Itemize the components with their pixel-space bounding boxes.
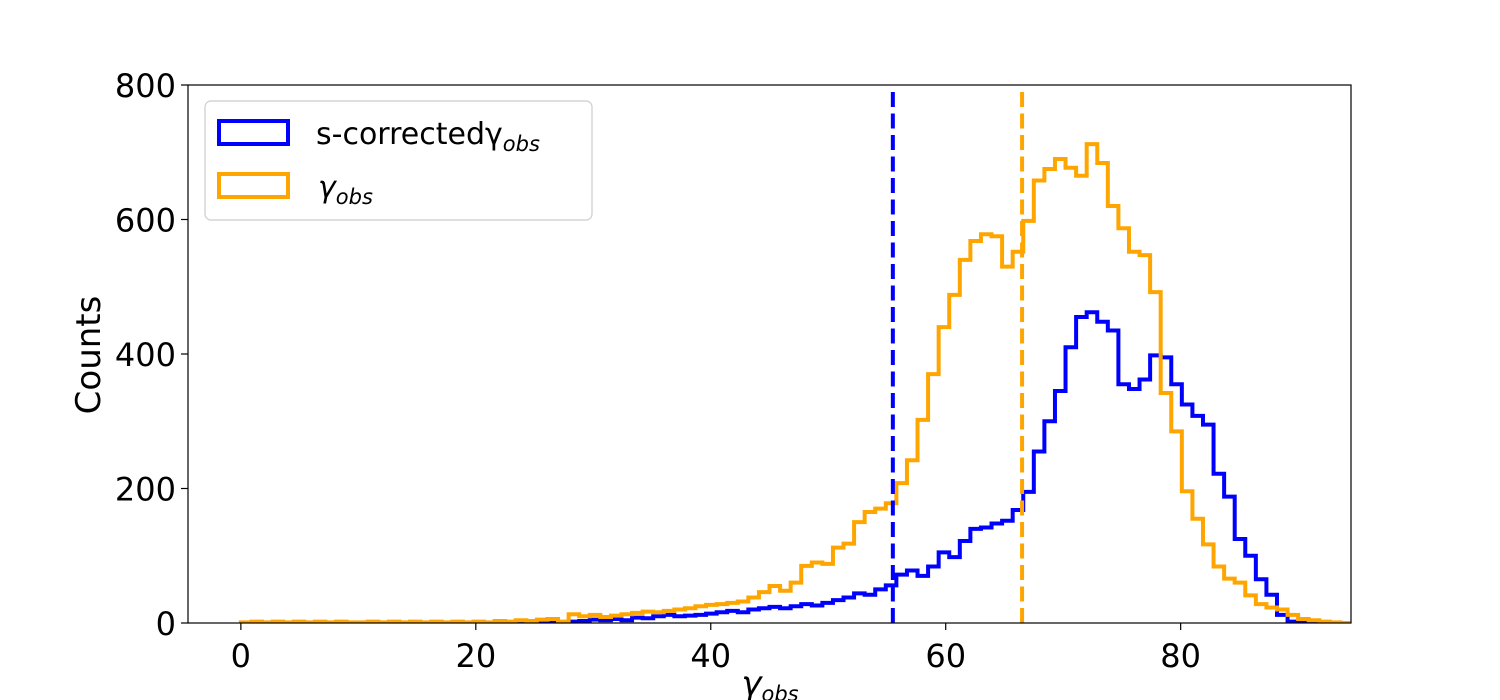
- x-axis-label-subscript: obs: [762, 682, 799, 700]
- legend-frame: [204, 100, 593, 221]
- legend-label-gamma-obs: γobs: [318, 170, 373, 209]
- histogram-series-0: [240, 310, 1351, 623]
- legend-label-gamma-obs-subscript: obs: [336, 185, 373, 209]
- x-tick-label: 80: [1160, 637, 1201, 675]
- y-tick-label: 800: [115, 67, 176, 105]
- x-tick-label: 20: [455, 637, 496, 675]
- histogram-series-1: [238, 142, 1351, 623]
- y-tick-label: 200: [115, 471, 176, 509]
- legend-label-gamma-obs-main: γ: [318, 170, 338, 205]
- legend-label-s-corrected-subscript: obs: [503, 132, 540, 156]
- x-tick-label: 0: [231, 637, 251, 675]
- y-axis-ticks: 0 200 400 600 800: [115, 67, 188, 643]
- legend-swatch-s-corrected: [217, 119, 290, 146]
- legend-label-s-corrected: s-correctedγobs: [316, 117, 540, 156]
- x-axis-ticks: 0 20 40 60 80: [231, 623, 1201, 675]
- x-axis-label-symbol: γ: [741, 664, 763, 700]
- y-tick-label: 400: [115, 336, 176, 374]
- y-tick-label: 600: [115, 202, 176, 240]
- x-tick-label: 40: [690, 637, 731, 675]
- legend-label-s-corrected-main: s-correctedγ: [316, 117, 503, 152]
- y-tick-label: 0: [156, 605, 176, 643]
- legend-swatch-gamma-obs: [217, 172, 290, 199]
- x-tick-label: 60: [925, 637, 966, 675]
- y-axis-label: Counts: [69, 296, 109, 415]
- x-axis-label: γobs: [741, 664, 798, 700]
- legend: s-correctedγobs γobs: [204, 100, 593, 221]
